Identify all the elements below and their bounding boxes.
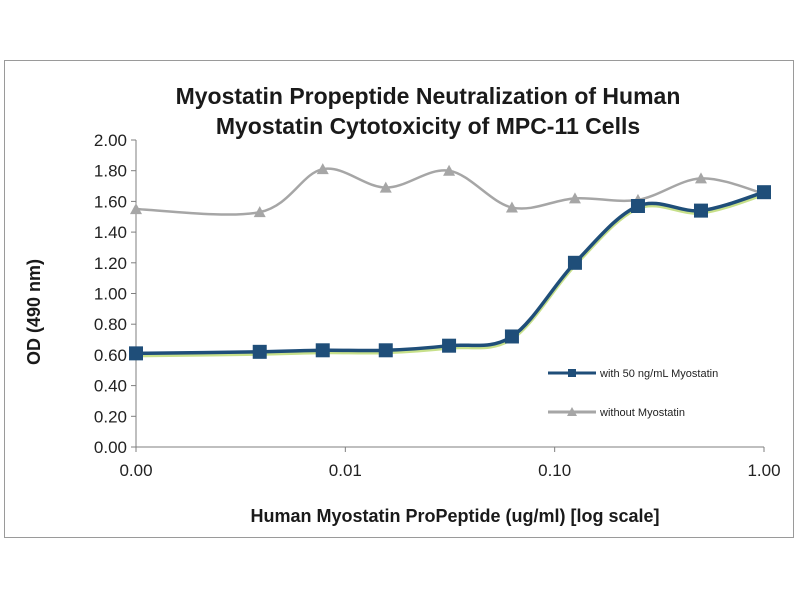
x-tick-label: 0.01	[329, 461, 362, 480]
data-point-with-50-ng-ml-myostatin	[252, 344, 267, 359]
y-tick-label: 0.00	[94, 438, 127, 457]
data-point-with-50-ng-ml-myostatin	[693, 203, 708, 218]
data-point-without-myostatin	[443, 164, 456, 176]
y-tick-label: 1.20	[94, 254, 127, 273]
data-point-without-myostatin	[316, 163, 329, 175]
data-point-without-myostatin	[253, 206, 266, 218]
series-glow-with-50-ng-ml-myostatin	[135, 192, 765, 358]
y-tick-label: 0.60	[94, 346, 127, 365]
legend-item-without-myostatin: without Myostatin	[548, 407, 685, 419]
data-point-without-myostatin	[505, 201, 518, 213]
legend-label-with-myostatin: with 50 ng/mL Myostatin	[599, 368, 718, 380]
data-point-without-myostatin	[568, 192, 581, 204]
y-tick-label: 0.40	[94, 377, 127, 396]
y-tick-label: 1.00	[94, 285, 127, 304]
legend: with 50 ng/mL Myostatin without Myostati…	[548, 368, 718, 419]
data-point-with-50-ng-ml-myostatin	[504, 329, 519, 344]
y-tick-label: 1.80	[94, 162, 127, 181]
legend-marker-square	[568, 369, 576, 377]
x-axis-title: Human Myostatin ProPeptide (ug/ml) [log …	[250, 506, 659, 526]
x-tick-label: 0.10	[538, 461, 571, 480]
data-point-with-50-ng-ml-myostatin	[630, 199, 645, 214]
data-point-with-50-ng-ml-myostatin	[378, 343, 393, 358]
y-tick-label: 1.40	[94, 223, 127, 242]
x-axis: 0.00 0.01 0.10 1.00	[119, 446, 781, 480]
y-tick-label: 0.80	[94, 315, 127, 334]
x-tick-label: 1.00	[747, 461, 780, 480]
legend-label-without-myostatin: without Myostatin	[599, 407, 685, 419]
data-point-without-myostatin	[130, 203, 142, 215]
series-layer	[129, 163, 771, 361]
y-tick-label: 1.60	[94, 192, 127, 211]
legend-marker-triangle	[567, 407, 577, 416]
data-point-with-50-ng-ml-myostatin	[567, 255, 582, 270]
series-line-without-myostatin	[135, 167, 765, 216]
chart-title-line-2: Myostatin Cytotoxicity of MPC-11 Cells	[216, 113, 640, 139]
y-tick-label: 0.20	[94, 407, 127, 426]
data-point-with-50-ng-ml-myostatin	[442, 338, 457, 353]
data-point-without-myostatin	[379, 181, 392, 193]
data-point-with-50-ng-ml-myostatin	[757, 185, 771, 200]
chart-title-line-1: Myostatin Propeptide Neutralization of H…	[176, 83, 681, 109]
data-point-with-50-ng-ml-myostatin	[315, 343, 330, 358]
data-point-without-myostatin	[694, 172, 707, 184]
x-tick-label: 0.00	[119, 461, 152, 480]
data-point-with-50-ng-ml-myostatin	[129, 346, 143, 361]
series-line-with-50-ng-ml-myostatin	[135, 190, 765, 356]
legend-item-with-myostatin: with 50 ng/mL Myostatin	[548, 368, 718, 380]
y-axis-title: OD (490 nm)	[24, 259, 44, 365]
y-axis: 0.00 0.20 0.40 0.60 0.80 1.00 1.20 1.40 1.60 1.80…	[94, 131, 137, 457]
y-tick-label: 2.00	[94, 131, 127, 150]
